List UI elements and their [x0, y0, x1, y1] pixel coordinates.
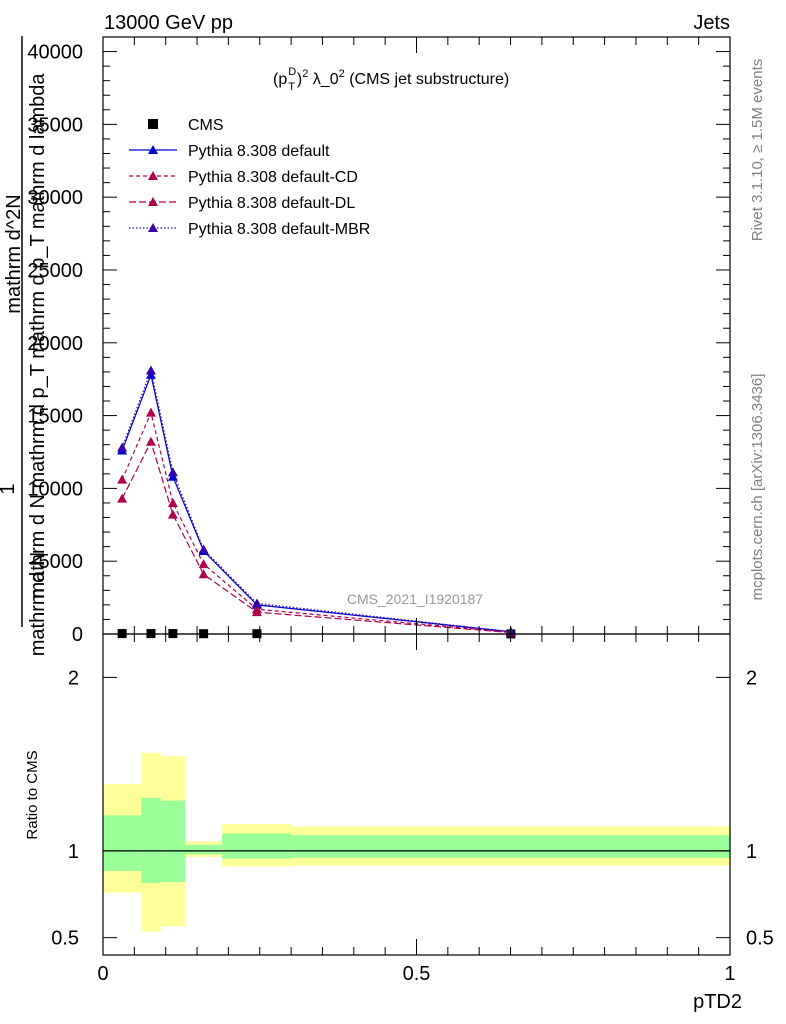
main-y-ticks: 0 5000 10000 15000 20000 25000 30000 35000 40000	[27, 42, 730, 646]
ratio-x-ticks: 0 0.5 1	[97, 634, 736, 985]
legend-label: Pythia 8.308 default-CD	[188, 169, 358, 186]
data-point-triangle	[145, 436, 156, 446]
series-line	[121, 410, 511, 633]
rivet-label: Rivet 3.1.10, ≥ 1.5M events	[749, 59, 766, 242]
ratio-plot-area	[103, 752, 730, 932]
ratio-ytick-label-left: 2	[68, 667, 79, 689]
main-x-ticks	[102, 37, 731, 634]
series-line	[121, 440, 511, 634]
ratio-band-green	[222, 833, 292, 859]
series-pythia-8-308-default-mbr	[117, 365, 516, 636]
main-plot-area	[117, 365, 516, 639]
legend-item: Pythia 8.308 default-MBR	[129, 221, 370, 238]
main-ytick-label: 10000	[27, 478, 83, 500]
ratio-ytick-label-right: 1	[746, 841, 757, 863]
main-ytick-label: 30000	[27, 187, 83, 209]
data-point-triangle	[251, 598, 262, 608]
ratio-ytick-label-left: 0.5	[51, 928, 79, 950]
mcplots-label: mcplots.cern.ch [arXiv:1306.3436]	[749, 374, 766, 601]
legend-marker-triangle	[148, 145, 158, 154]
ratio-band-green	[291, 835, 730, 858]
data-point-triangle	[145, 365, 156, 375]
legend-item: Pythia 8.308 default-CD	[129, 169, 358, 186]
ratio-panel: 0.5 0.51 12 2 0 0.5 1	[51, 633, 774, 985]
y-label-dn: mathrm d N	[27, 552, 49, 656]
data-point-triangle	[167, 497, 178, 507]
ratio-y-label: Ratio to CMS	[24, 750, 41, 839]
data-point-triangle	[117, 474, 128, 484]
main-ytick-label: 5000	[39, 551, 84, 573]
legend-marker-triangle	[148, 171, 158, 180]
ratio-frame	[102, 633, 731, 956]
main-ytick-label: 35000	[27, 114, 83, 136]
ratio-band-green	[141, 797, 161, 883]
x-axis-label: pTD2	[693, 991, 742, 1013]
ratio-band-green	[185, 844, 223, 855]
series-line	[121, 372, 511, 633]
data-point-triangle	[117, 442, 128, 452]
legend-label: Pythia 8.308 default-DL	[188, 195, 355, 212]
main-panel: 0 5000 10000 15000 20000 25000 30000 35000 40000	[27, 36, 731, 646]
legend-item: CMS	[148, 117, 224, 134]
legend-label: CMS	[188, 117, 224, 134]
xtick-label: 0.5	[403, 963, 431, 985]
jets-label: Jets	[693, 12, 730, 34]
chart-title: (pD T)2 λ_02 (CMS jet substructure)	[273, 66, 509, 93]
legend-item: Pythia 8.308 default	[129, 143, 330, 160]
series-line	[121, 368, 511, 633]
data-point-triangle	[167, 509, 178, 519]
main-ytick-label: 25000	[27, 260, 83, 282]
main-ytick-label: 0	[72, 624, 83, 646]
y-label-prefactor: 1	[0, 483, 19, 494]
ratio-y-ticks: 0.5 0.5 1 1 2 2	[51, 667, 774, 949]
data-point-triangle	[251, 607, 262, 617]
main-ytick-label: 40000	[27, 42, 83, 64]
legend-item: Pythia 8.308 default-DL	[129, 195, 355, 212]
legend-marker-triangle	[148, 223, 158, 232]
data-point-triangle	[117, 493, 128, 503]
data-point-triangle	[167, 467, 178, 477]
y-label-numerator: mathrm d^2N	[3, 194, 25, 313]
legend-label: Pythia 8.308 default	[188, 143, 330, 160]
data-point-triangle	[145, 407, 156, 417]
legend-label: Pythia 8.308 default-MBR	[188, 221, 370, 238]
xtick-label: 1	[724, 963, 735, 985]
ratio-band-green	[160, 800, 186, 883]
analysis-watermark: CMS_2021_I1920187	[347, 591, 483, 607]
data-point-triangle	[198, 544, 209, 554]
legend: CMS Pythia 8.308 default Pythia 8.308 defa…	[129, 117, 370, 238]
main-ytick-label: 20000	[27, 333, 83, 355]
ratio-ytick-label-right: 0.5	[746, 928, 774, 950]
energy-label: 13000 GeV pp	[104, 12, 233, 34]
ratio-band-green	[103, 815, 142, 871]
legend-marker-triangle	[148, 197, 158, 206]
main-ytick-label: 15000	[27, 406, 83, 428]
y-label-denominator: mathrm d N mathrm d p_T mathrm d p_T mat…	[27, 73, 49, 599]
legend-marker-square	[148, 119, 158, 129]
data-point-triangle	[198, 569, 209, 579]
main-y-axis-label: mathrm d^2N mathrm d N mathrm d p_T math…	[0, 36, 49, 656]
ratio-ytick-label-left: 1	[68, 841, 79, 863]
ratio-ytick-label-right: 2	[746, 667, 757, 689]
data-point-triangle	[198, 559, 209, 569]
xtick-label: 0	[97, 963, 108, 985]
